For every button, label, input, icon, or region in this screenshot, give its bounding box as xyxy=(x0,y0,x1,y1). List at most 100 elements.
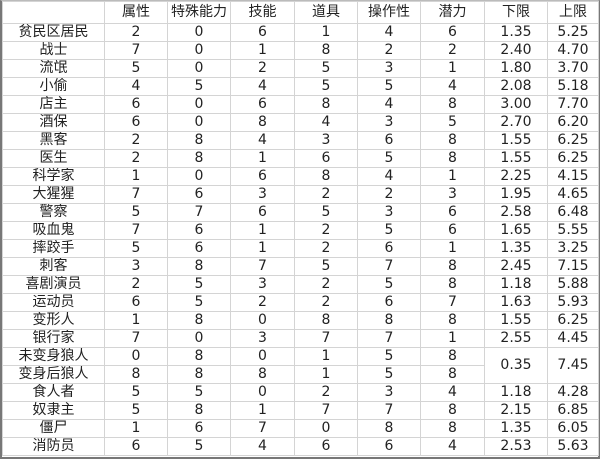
value-cell[interactable]: 8 xyxy=(167,311,231,330)
name-cell[interactable]: 食人者 xyxy=(2,383,105,402)
value-cell[interactable]: 7 xyxy=(104,185,168,204)
value-cell[interactable]: 6 xyxy=(104,95,168,114)
min-cell[interactable]: 1.35 xyxy=(484,23,548,42)
value-cell[interactable]: 8 xyxy=(420,419,485,438)
value-cell[interactable]: 0 xyxy=(230,347,295,366)
value-cell[interactable]: 8 xyxy=(167,347,231,366)
value-cell[interactable]: 5 xyxy=(104,239,168,258)
header-cell[interactable]: 技能 xyxy=(230,1,295,24)
value-cell[interactable]: 4 xyxy=(420,77,485,96)
name-cell[interactable]: 小偷 xyxy=(2,77,105,96)
min-cell[interactable]: 1.35 xyxy=(484,239,548,258)
value-cell[interactable]: 7 xyxy=(420,293,485,312)
value-cell[interactable]: 5 xyxy=(357,275,421,294)
name-cell[interactable]: 摔跤手 xyxy=(2,239,105,258)
value-cell[interactable]: 2 xyxy=(420,41,485,60)
value-cell[interactable]: 8 xyxy=(357,311,421,330)
max-cell[interactable]: 7.15 xyxy=(547,257,599,276)
value-cell[interactable]: 8 xyxy=(420,311,485,330)
min-cell[interactable]: 2.40 xyxy=(484,41,548,60)
value-cell[interactable]: 0 xyxy=(294,419,358,438)
min-cell[interactable]: 2.08 xyxy=(484,77,548,96)
value-cell[interactable]: 6 xyxy=(230,23,295,42)
value-cell[interactable]: 3 xyxy=(104,257,168,276)
value-cell[interactable]: 2 xyxy=(104,149,168,168)
value-cell[interactable]: 5 xyxy=(167,293,231,312)
value-cell[interactable]: 6 xyxy=(167,185,231,204)
value-cell[interactable]: 8 xyxy=(167,401,231,420)
value-cell[interactable]: 7 xyxy=(167,203,231,222)
min-cell[interactable]: 2.58 xyxy=(484,203,548,222)
value-cell[interactable]: 8 xyxy=(230,365,295,384)
value-cell[interactable]: 1 xyxy=(230,401,295,420)
value-cell[interactable]: 5 xyxy=(104,401,168,420)
value-cell[interactable]: 5 xyxy=(357,365,421,384)
value-cell[interactable]: 4 xyxy=(357,167,421,186)
value-cell[interactable]: 5 xyxy=(357,347,421,366)
name-cell[interactable]: 变形人 xyxy=(2,311,105,330)
value-cell[interactable]: 6 xyxy=(230,167,295,186)
value-cell[interactable]: 2 xyxy=(294,221,358,240)
value-cell[interactable]: 1 xyxy=(230,41,295,60)
max-cell[interactable]: 7.70 xyxy=(547,95,599,114)
header-cell[interactable]: 道具 xyxy=(294,1,358,24)
value-cell[interactable]: 8 xyxy=(294,41,358,60)
value-cell[interactable]: 8 xyxy=(167,257,231,276)
value-cell[interactable]: 2 xyxy=(294,383,358,402)
value-cell[interactable]: 5 xyxy=(104,383,168,402)
value-cell[interactable]: 4 xyxy=(230,131,295,150)
name-cell[interactable]: 吸血鬼 xyxy=(2,221,105,240)
max-cell[interactable]: 6.05 xyxy=(547,419,599,438)
value-cell[interactable]: 4 xyxy=(420,437,485,456)
value-cell[interactable]: 0 xyxy=(167,23,231,42)
value-cell[interactable]: 8 xyxy=(357,419,421,438)
value-cell[interactable]: 0 xyxy=(167,329,231,348)
max-cell[interactable]: 5.55 xyxy=(547,221,599,240)
value-cell[interactable]: 0 xyxy=(167,167,231,186)
value-cell[interactable]: 5 xyxy=(294,59,358,78)
min-cell[interactable]: 1.55 xyxy=(484,149,548,168)
value-cell[interactable]: 3 xyxy=(357,59,421,78)
value-cell[interactable]: 4 xyxy=(104,77,168,96)
value-cell[interactable]: 2 xyxy=(294,239,358,258)
value-cell[interactable]: 4 xyxy=(357,23,421,42)
header-cell[interactable] xyxy=(2,1,105,24)
value-cell[interactable]: 2 xyxy=(104,275,168,294)
value-cell[interactable]: 1 xyxy=(420,59,485,78)
header-cell[interactable]: 潜力 xyxy=(420,1,485,24)
max-cell[interactable]: 3.70 xyxy=(547,59,599,78)
value-cell[interactable]: 8 xyxy=(294,311,358,330)
value-cell[interactable]: 1 xyxy=(104,311,168,330)
max-cell[interactable]: 4.65 xyxy=(547,185,599,204)
value-cell[interactable]: 0 xyxy=(230,383,295,402)
name-cell[interactable]: 医生 xyxy=(2,149,105,168)
value-cell[interactable]: 2 xyxy=(294,293,358,312)
value-cell[interactable]: 6 xyxy=(230,95,295,114)
name-cell[interactable]: 奴隶主 xyxy=(2,401,105,420)
value-cell[interactable]: 3 xyxy=(230,329,295,348)
name-cell[interactable]: 运动员 xyxy=(2,293,105,312)
min-cell[interactable]: 1.63 xyxy=(484,293,548,312)
max-cell[interactable]: 6.25 xyxy=(547,149,599,168)
value-cell[interactable]: 5 xyxy=(294,257,358,276)
min-cell[interactable]: 2.55 xyxy=(484,329,548,348)
value-cell[interactable]: 4 xyxy=(420,383,485,402)
min-cell[interactable]: 2.45 xyxy=(484,257,548,276)
name-cell[interactable]: 酒保 xyxy=(2,113,105,132)
header-cell[interactable]: 属性 xyxy=(104,1,168,24)
min-cell[interactable]: 2.15 xyxy=(484,401,548,420)
max-cell[interactable]: 6.48 xyxy=(547,203,599,222)
header-cell[interactable]: 上限 xyxy=(547,1,599,24)
value-cell[interactable]: 3 xyxy=(230,185,295,204)
value-cell[interactable]: 6 xyxy=(420,23,485,42)
value-cell[interactable]: 6 xyxy=(357,239,421,258)
value-cell[interactable]: 5 xyxy=(357,221,421,240)
value-cell[interactable]: 1 xyxy=(230,239,295,258)
max-cell[interactable]: 6.85 xyxy=(547,401,599,420)
value-cell[interactable]: 7 xyxy=(104,329,168,348)
header-cell[interactable]: 操作性 xyxy=(357,1,421,24)
min-cell[interactable]: 0.35 xyxy=(484,347,548,384)
max-cell[interactable]: 4.15 xyxy=(547,167,599,186)
max-cell[interactable]: 4.70 xyxy=(547,41,599,60)
value-cell[interactable]: 3 xyxy=(230,275,295,294)
